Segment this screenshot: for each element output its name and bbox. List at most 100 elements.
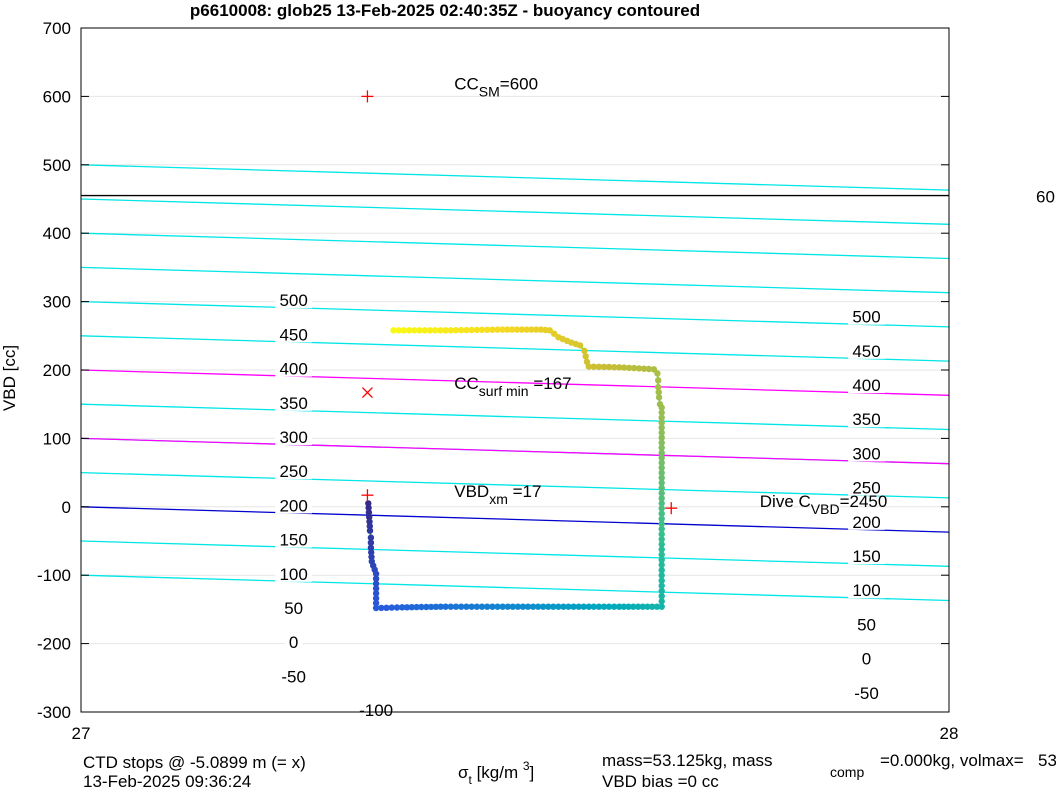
contour-line-cyan <box>81 335 949 362</box>
profile-point <box>583 358 591 365</box>
contour-label-right-bg <box>848 409 885 428</box>
profile-point <box>658 500 665 507</box>
profile-point <box>478 326 486 333</box>
profile-point <box>580 603 587 610</box>
dive-profile <box>365 326 665 612</box>
y-tick-label: 100 <box>43 429 71 448</box>
profile-point <box>620 364 628 371</box>
contour-label-left-bg <box>275 324 313 343</box>
profile-point <box>658 459 665 466</box>
profile-point <box>640 365 648 372</box>
profile-point <box>458 326 465 334</box>
contour-label-right: 100 <box>852 581 880 600</box>
profile-point <box>658 434 665 441</box>
profile-point <box>365 504 372 512</box>
contour-label-right: 50 <box>857 615 876 634</box>
profile-point <box>395 327 402 334</box>
profile-point <box>560 603 567 610</box>
contour-label-right: 300 <box>852 444 880 463</box>
profile-point <box>426 327 434 334</box>
profile-point <box>658 414 665 421</box>
contour-label-left: 300 <box>279 428 307 447</box>
profile-point <box>658 505 665 512</box>
contour-line-cyan <box>81 403 949 431</box>
profile-point <box>366 523 373 530</box>
profile-point <box>366 518 373 525</box>
contour-label-left-bg <box>352 699 400 718</box>
profile-point <box>463 603 470 610</box>
profile-point <box>600 363 608 371</box>
contour-label-right: 350 <box>852 410 880 429</box>
contour-line-cyan <box>81 300 949 328</box>
contour-line-magenta <box>81 369 949 396</box>
profile-point <box>600 603 608 610</box>
y-tick-label: -100 <box>37 566 71 585</box>
contour-line-magenta <box>81 437 949 465</box>
profile-point <box>565 603 572 610</box>
contour-label-right-bg <box>848 306 885 325</box>
contour-label-right: 150 <box>852 547 880 566</box>
profile-point <box>533 326 540 333</box>
profile-point <box>408 604 415 611</box>
profile-point <box>658 582 665 589</box>
contour-label-right: 400 <box>852 376 880 395</box>
profile-point <box>427 603 435 611</box>
profile-point <box>658 525 665 533</box>
footer-ctd-stops: CTD stops @ -5.0899 m (= x) <box>83 753 306 772</box>
profile-point <box>658 474 665 481</box>
profile-point <box>442 327 449 334</box>
profile-point <box>509 603 516 610</box>
profile-point <box>473 326 480 334</box>
markers <box>361 90 678 515</box>
contour-label-left: 250 <box>279 462 307 481</box>
annotation: VBDxm =17 <box>454 482 541 507</box>
contour-label-left: 500 <box>279 291 307 310</box>
profile-point <box>610 603 618 610</box>
profile-point <box>658 449 665 456</box>
profile-point <box>658 556 665 563</box>
contour-label-left: -50 <box>281 667 306 686</box>
contour-label-left-bg <box>275 358 313 377</box>
contour-label-left-bg <box>280 598 308 617</box>
contour-label-left-bg <box>275 529 313 548</box>
contour-label-left-bg <box>275 427 313 446</box>
profile-point <box>473 603 480 610</box>
contour-label-right-bg <box>848 340 885 359</box>
contour-line-cyan <box>81 232 949 260</box>
profile-point <box>365 509 373 516</box>
contour-label-right: -50 <box>854 684 879 703</box>
annotation: Dive CVBD=2450 <box>760 492 888 517</box>
profile-point <box>504 603 511 610</box>
footer-volmax-clipped-value: 53 <box>1038 751 1056 770</box>
profile-point <box>658 489 665 497</box>
profile-point <box>655 383 662 391</box>
contour-label-right-bg <box>848 580 885 599</box>
profile-point <box>442 603 449 610</box>
profile-point <box>508 326 516 333</box>
profile-point <box>400 327 408 334</box>
profile-point <box>581 347 588 354</box>
y-tick-label: 600 <box>43 87 71 106</box>
contour-label-left: 200 <box>279 496 307 515</box>
profile-point <box>658 479 665 487</box>
contour-label-right-bg <box>848 682 885 701</box>
profile-point <box>658 495 665 502</box>
profile-point <box>368 549 375 556</box>
profile-point <box>655 394 663 401</box>
profile-point <box>372 599 380 607</box>
profile-point <box>437 327 444 334</box>
profile-point <box>383 604 390 611</box>
profile-point <box>658 598 665 605</box>
contour-line-zero <box>81 506 949 533</box>
profile-point <box>658 464 665 471</box>
profile-point <box>649 603 656 610</box>
profile-point <box>610 364 618 371</box>
profile-point <box>367 534 375 541</box>
profile-point <box>421 327 428 334</box>
profile-point <box>367 539 375 546</box>
contour-label-right-bg <box>848 546 885 565</box>
profile-point <box>650 366 658 373</box>
profile-point <box>494 603 501 610</box>
contour-label-left-bg <box>275 495 313 514</box>
